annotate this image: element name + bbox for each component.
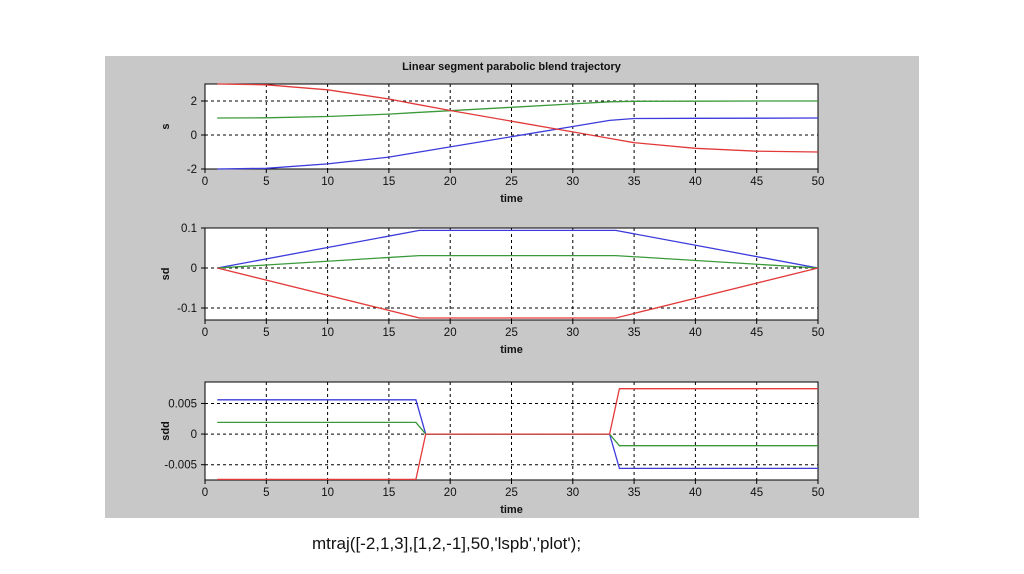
series-line-2 — [217, 100, 818, 119]
x-tick-label: 5 — [263, 487, 269, 499]
subplot-2: 0 5 10 15 20 25 30 35 40 45 50 0.1 0 -0.1 time sd — [160, 223, 824, 356]
figure-panel: 0 5 10 15 20 25 30 35 40 45 50 2 0 -2 time s Linear segm… — [105, 56, 919, 518]
series-line-1 — [217, 117, 819, 170]
x-tick-label: 0 — [202, 176, 208, 188]
x-tick-label: 50 — [812, 176, 825, 188]
x-tick-label: 15 — [383, 176, 396, 188]
x-tick-label: 20 — [444, 176, 457, 188]
x-tick-label: 5 — [263, 176, 269, 188]
y-axis-label: sdd — [160, 421, 172, 441]
y-tick-label: 0.005 — [168, 398, 197, 410]
x-tick-label: 10 — [321, 176, 334, 188]
series-line-3 — [217, 83, 819, 153]
x-axis-label: time — [500, 344, 523, 356]
x-tick-label: 45 — [750, 487, 763, 499]
y-tick-label: 0 — [191, 429, 197, 441]
x-tick-label: 20 — [444, 487, 457, 499]
x-tick-label: 35 — [628, 487, 641, 499]
y-tick-label: 0.1 — [181, 223, 197, 235]
y-tick-label: -2 — [187, 164, 197, 176]
y-tick-label: 2 — [191, 96, 197, 108]
x-tick-label: 10 — [321, 327, 334, 339]
subplot-3: 0 5 10 15 20 25 30 35 40 45 50 0.005 0 -0.005 time sdd — [160, 381, 825, 516]
x-tick-label: 30 — [566, 176, 579, 188]
x-tick-label: 30 — [566, 327, 579, 339]
x-tick-label: 30 — [566, 487, 579, 499]
x-tick-label: 50 — [812, 327, 825, 339]
y-axis-label: s — [160, 123, 172, 129]
x-axis-label: time — [500, 504, 523, 516]
y-tick-label: 0 — [191, 130, 197, 142]
x-tick-label: 20 — [444, 327, 457, 339]
y-axis-label: sd — [160, 268, 172, 281]
x-tick-label: 10 — [321, 487, 334, 499]
x-tick-label: 40 — [689, 487, 702, 499]
series-line-3 — [217, 388, 818, 481]
x-tick-label: 25 — [505, 176, 518, 188]
x-tick-label: 35 — [628, 176, 641, 188]
caption: mtraj([-2,1,3],[1,2,-1],50,'lspb','plot'… — [312, 534, 582, 553]
x-tick-label: 25 — [505, 327, 518, 339]
x-tick-label: 40 — [689, 176, 702, 188]
series-line-2 — [217, 254, 819, 269]
x-tick-label: 45 — [750, 327, 763, 339]
chart-title: Linear segment parabolic blend trajector… — [402, 61, 622, 73]
y-tick-label: -0.005 — [164, 460, 197, 472]
x-tick-label: 5 — [263, 327, 269, 339]
x-tick-label: 0 — [202, 327, 208, 339]
x-tick-label: 35 — [628, 327, 641, 339]
x-tick-label: 15 — [383, 487, 396, 499]
series-line-1 — [217, 229, 819, 269]
x-tick-label: 25 — [505, 487, 518, 499]
x-tick-label: 45 — [750, 176, 763, 188]
plot-area — [204, 227, 819, 321]
y-tick-label: 0 — [191, 263, 197, 275]
series-line-3 — [217, 267, 819, 319]
x-tick-label: 15 — [383, 327, 396, 339]
x-tick-label: 40 — [689, 327, 702, 339]
y-tick-label: -0.1 — [177, 303, 197, 315]
x-tick-label: 50 — [812, 487, 825, 499]
x-axis-label: time — [500, 193, 523, 205]
x-tick-label: 0 — [202, 487, 208, 499]
